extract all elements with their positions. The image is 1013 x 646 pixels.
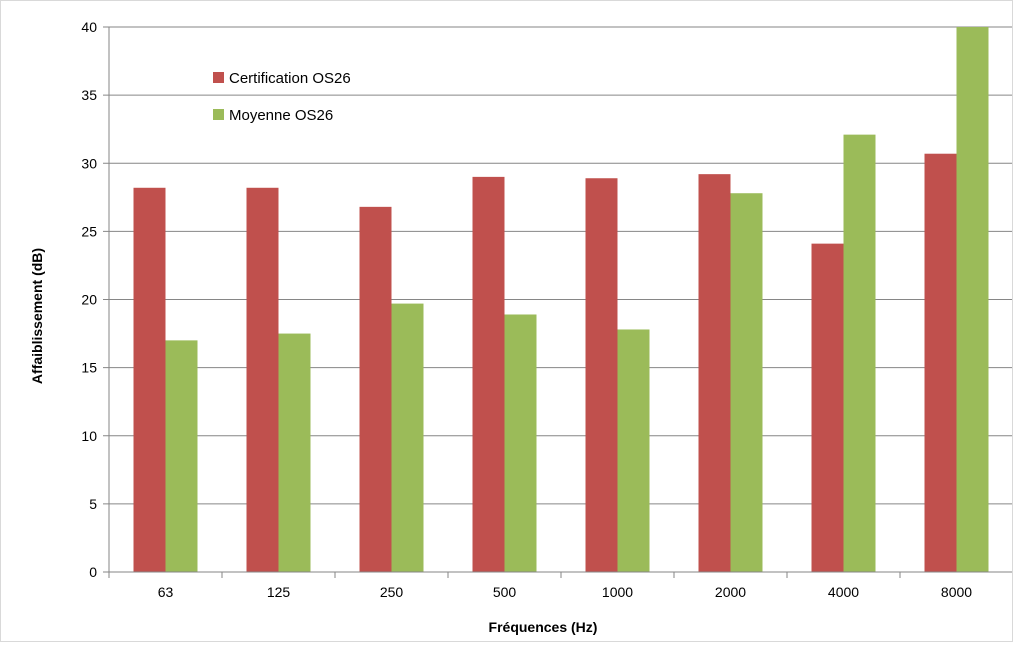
y-axis-title: Affaiblissement (dB) (29, 248, 45, 384)
bar-moyenne-1000 (617, 329, 650, 572)
bar-moyenne-250 (391, 303, 424, 572)
bar-certification-4000 (811, 243, 844, 572)
y-axis-tick-labels: 0 5 10 15 20 25 30 35 40 (81, 19, 97, 580)
x-tick-label: 8000 (941, 584, 972, 600)
x-tick-label: 4000 (828, 584, 859, 600)
bar-moyenne-4000 (843, 134, 876, 572)
y-tick-label: 10 (81, 428, 97, 444)
y-tick-label: 25 (81, 223, 97, 239)
x-tick-label: 1000 (602, 584, 633, 600)
x-tick-label: 2000 (715, 584, 746, 600)
y-tick-label: 40 (81, 19, 97, 35)
x-tick-label: 500 (493, 584, 517, 600)
x-tick-label: 125 (267, 584, 291, 600)
y-tick-label: 5 (89, 496, 97, 512)
x-tick-label: 250 (380, 584, 404, 600)
bar-certification-63 (133, 187, 166, 572)
bar-certification-250 (359, 206, 392, 572)
legend-swatch-certification (213, 72, 224, 83)
bar-certification-500 (472, 176, 505, 572)
legend-label-moyenne: Moyenne OS26 (229, 107, 333, 124)
x-tick-label: 63 (158, 584, 174, 600)
legend-label-certification: Certification OS26 (229, 70, 351, 87)
y-tick-label: 15 (81, 360, 97, 376)
bar-certification-1000 (585, 178, 618, 573)
bar-certification-8000 (924, 153, 957, 572)
y-tick-label: 20 (81, 292, 97, 308)
y-tick-label: 30 (81, 155, 97, 171)
bar-certification-2000 (698, 174, 731, 572)
axes (103, 26, 1013, 578)
x-axis-title: Fréquences (Hz) (489, 619, 598, 635)
bar-moyenne-2000 (730, 193, 763, 572)
x-axis-tick-labels: 63 125 250 500 1000 2000 4000 8000 (158, 584, 973, 600)
gridlines (109, 26, 1013, 505)
y-tick-label: 35 (81, 87, 97, 103)
bar-moyenne-8000 (956, 27, 989, 572)
legend: Certification OS26 Moyenne OS26 (213, 70, 351, 124)
y-tick-label: 0 (89, 564, 97, 580)
bar-moyenne-125 (278, 333, 311, 572)
bar-moyenne-63 (165, 340, 198, 572)
legend-swatch-moyenne (213, 109, 224, 120)
bar-moyenne-500 (504, 314, 537, 572)
bar-certification-125 (246, 187, 279, 572)
bars (133, 27, 989, 573)
